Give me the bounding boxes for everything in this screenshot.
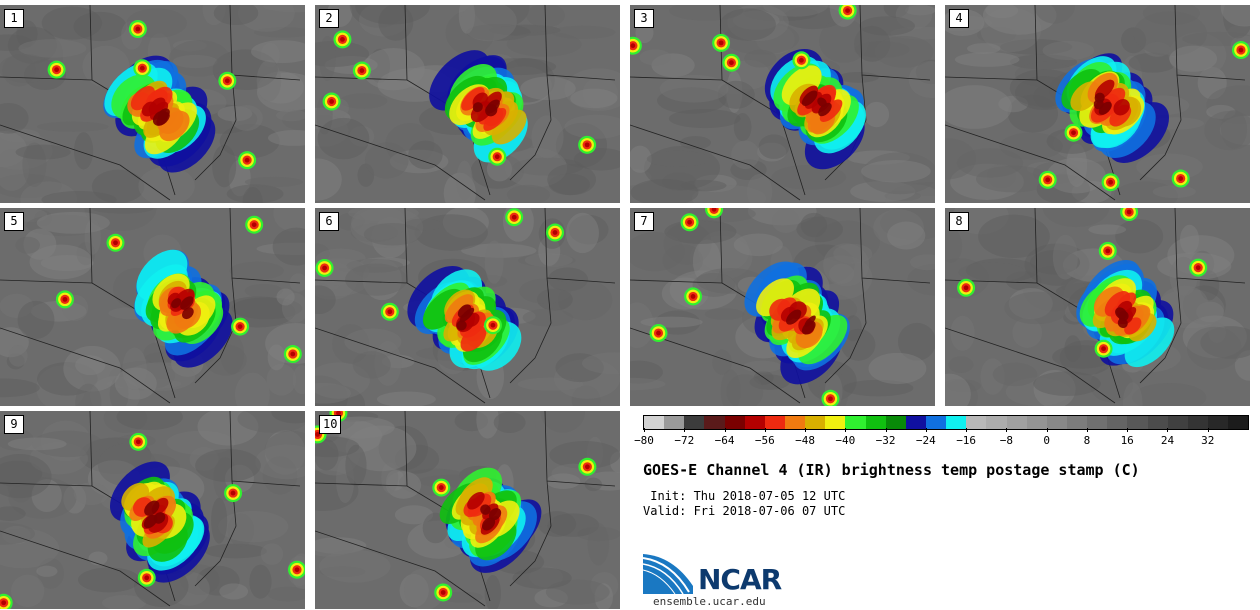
member-panel-5: 5	[0, 208, 305, 406]
colorbar-segment	[1167, 416, 1188, 429]
member-label: 9	[4, 415, 24, 434]
colorbar-segment	[1187, 416, 1208, 429]
colorbar-segment	[986, 416, 1007, 429]
colorbar-tick-label: 16	[1120, 434, 1134, 447]
colorbar-tick-label: 8	[1083, 434, 1091, 447]
colorbar-tick-label: −40	[835, 434, 856, 447]
member-panel-9: 9	[0, 411, 305, 609]
ir-map-8	[945, 208, 1250, 406]
colorbar-segment	[1046, 416, 1067, 429]
member-panel-1: 1	[0, 5, 305, 203]
ir-map-10	[315, 411, 620, 609]
member-panel-6: 6	[315, 208, 620, 406]
member-label: 7	[634, 212, 654, 231]
colorbar-segment	[704, 416, 725, 429]
ncar-logo-icon	[643, 554, 693, 595]
colorbar-tick	[684, 428, 686, 432]
ir-map-7	[630, 208, 935, 406]
colorbar-tick	[805, 428, 807, 432]
colorbar-tick-label: −56	[754, 434, 775, 447]
member-label: 2	[319, 9, 339, 28]
temperature-colorbar	[643, 415, 1249, 430]
member-panel-2: 2	[315, 5, 620, 203]
ir-map-2	[315, 5, 620, 203]
valid-time: Valid: Fri 2018-07-06 07 UTC	[643, 504, 846, 518]
colorbar-segment	[764, 416, 785, 429]
colorbar-segment	[1107, 416, 1128, 429]
colorbar-tick	[925, 428, 927, 432]
ir-map-9	[0, 411, 305, 609]
colorbar-segment	[1228, 416, 1249, 429]
member-label: 1	[4, 9, 24, 28]
colorbar-segment	[805, 416, 826, 429]
member-panel-10: 10	[315, 411, 620, 609]
colorbar-tick-label: −8	[999, 434, 1014, 447]
ir-map-5	[0, 208, 305, 406]
member-panel-3: 3	[630, 5, 935, 203]
member-label: 5	[4, 212, 24, 231]
member-label: 3	[634, 9, 654, 28]
colorbar-tick	[1046, 428, 1048, 432]
colorbar-tick-label: −80	[634, 434, 654, 447]
colorbar-tick-label: −48	[795, 434, 815, 447]
ir-map-1	[0, 5, 305, 203]
colorbar-tick	[1086, 428, 1088, 432]
colorbar-tick-label: −72	[674, 434, 695, 447]
colorbar-tick	[1167, 428, 1169, 432]
colorbar-segment	[845, 416, 866, 429]
colorbar-segment	[1207, 416, 1229, 429]
colorbar-segment	[1127, 416, 1148, 429]
member-label: 10	[319, 415, 342, 434]
init-time: Init: Thu 2018-07-05 12 UTC	[643, 489, 846, 503]
ir-map-3	[630, 5, 935, 203]
colorbar-segment	[966, 416, 987, 429]
colorbar-segment	[946, 416, 967, 429]
ncar-logo-text: NCAR	[698, 563, 782, 596]
colorbar-segment	[664, 416, 685, 429]
colorbar-tick	[966, 428, 968, 432]
colorbar-tick-label: −16	[956, 434, 977, 447]
colorbar-tick	[644, 428, 645, 432]
colorbar-segment	[925, 416, 947, 429]
colorbar-tick	[885, 428, 887, 432]
colorbar-segment	[1006, 416, 1027, 429]
time-info: Init: Thu 2018-07-05 12 UTC Valid: Fri 2…	[643, 489, 845, 519]
colorbar-segment	[684, 416, 705, 429]
colorbar-tick-label: 32	[1201, 434, 1215, 447]
colorbar-tick-label: −64	[714, 434, 735, 447]
ir-map-4	[945, 5, 1250, 203]
colorbar-segment	[865, 416, 886, 429]
member-panel-4: 4	[945, 5, 1250, 203]
colorbar-segment	[905, 416, 926, 429]
colorbar-segment	[644, 416, 665, 429]
colorbar-tick	[724, 428, 726, 432]
figure-title: GOES-E Channel 4 (IR) brightness temp po…	[643, 461, 1140, 479]
colorbar-segment	[1026, 416, 1047, 429]
colorbar-segment	[1087, 416, 1108, 429]
colorbar-segment	[784, 416, 806, 429]
colorbar-tick-label: 0	[1043, 434, 1050, 447]
member-label: 6	[319, 212, 339, 231]
website-link[interactable]: ensemble.ucar.edu	[653, 595, 766, 608]
member-panel-7: 7	[630, 208, 935, 406]
colorbar-segment	[1147, 416, 1168, 429]
colorbar-tick	[845, 428, 847, 432]
colorbar-tick-label: −32	[875, 434, 896, 447]
member-label: 4	[949, 9, 969, 28]
colorbar-segment	[744, 416, 765, 429]
colorbar-segment	[724, 416, 745, 429]
colorbar-tick-label: 24	[1160, 434, 1175, 447]
colorbar-segment	[1066, 416, 1088, 429]
ir-map-6	[315, 208, 620, 406]
member-panel-8: 8	[945, 208, 1250, 406]
colorbar-tick	[1127, 428, 1129, 432]
colorbar-tick	[1207, 428, 1209, 432]
colorbar-tick	[764, 428, 766, 432]
colorbar-tick-label: −24	[915, 434, 936, 447]
colorbar-segment	[885, 416, 906, 429]
member-label: 8	[949, 212, 969, 231]
colorbar-tick	[1006, 428, 1008, 432]
colorbar-segment	[825, 416, 846, 429]
